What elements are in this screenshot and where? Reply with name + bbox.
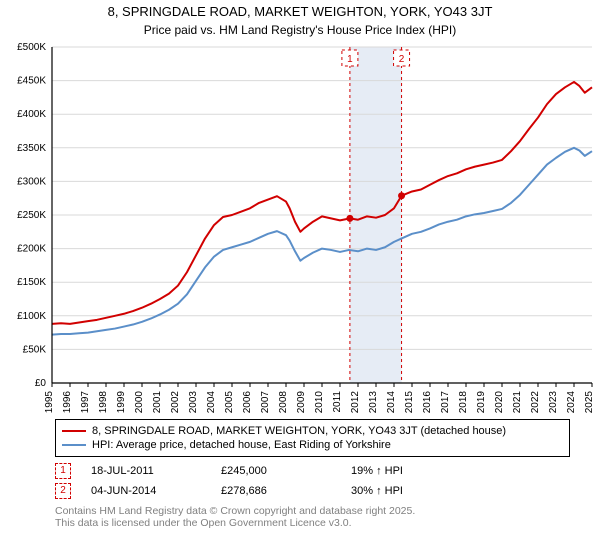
svg-text:2024: 2024 [566, 390, 577, 412]
svg-text:2022: 2022 [530, 390, 541, 412]
marker-row: 2 04-JUN-2014 £278,686 30% ↑ HPI [55, 481, 570, 501]
svg-text:2004: 2004 [206, 390, 217, 412]
legend: 8, SPRINGDALE ROAD, MARKET WEIGHTON, YOR… [55, 419, 570, 457]
chart-subtitle: Price paid vs. HM Land Registry's House … [0, 23, 600, 43]
svg-text:2009: 2009 [296, 390, 307, 412]
svg-text:2010: 2010 [314, 390, 325, 412]
svg-text:£500K: £500K [17, 43, 46, 53]
chart-title: 8, SPRINGDALE ROAD, MARKET WEIGHTON, YOR… [0, 0, 600, 23]
legend-label: 8, SPRINGDALE ROAD, MARKET WEIGHTON, YOR… [92, 425, 506, 437]
svg-text:1999: 1999 [116, 390, 127, 412]
marker-date: 04-JUN-2014 [91, 485, 201, 497]
svg-text:2005: 2005 [224, 390, 235, 412]
svg-text:£250K: £250K [17, 210, 46, 221]
marker-table: 1 18-JUL-2011 £245,000 19% ↑ HPI 2 04-JUN-201… [55, 461, 570, 501]
svg-text:2015: 2015 [404, 390, 415, 412]
svg-text:2018: 2018 [458, 390, 469, 412]
attribution: Contains HM Land Registry data © Crown c… [55, 505, 570, 529]
marker-change: 30% ↑ HPI [351, 485, 461, 497]
legend-swatch [62, 444, 86, 446]
attribution-line1: Contains HM Land Registry data © Crown c… [55, 505, 570, 517]
svg-text:2014: 2014 [386, 390, 397, 412]
svg-text:2008: 2008 [278, 390, 289, 412]
svg-text:£400K: £400K [17, 109, 46, 120]
legend-item: HPI: Average price, detached house, East… [62, 438, 563, 452]
svg-text:1998: 1998 [98, 390, 109, 412]
chart-area: £0 £50K £100K £150K £200K £250K £300K £350K £400… [0, 43, 600, 413]
svg-text:£300K: £300K [17, 176, 46, 187]
svg-text:2003: 2003 [188, 390, 199, 412]
marker-badge: 2 [55, 483, 71, 499]
svg-text:2001: 2001 [152, 390, 163, 412]
legend-swatch [62, 430, 86, 432]
svg-text:£50K: £50K [23, 344, 47, 355]
svg-text:£200K: £200K [17, 243, 46, 254]
svg-text:1: 1 [347, 54, 353, 65]
marker-date: 18-JUL-2011 [91, 465, 201, 477]
svg-text:2017: 2017 [440, 390, 451, 412]
marker-price: £245,000 [221, 465, 331, 477]
svg-text:2007: 2007 [260, 390, 271, 412]
svg-text:£150K: £150K [17, 277, 46, 288]
svg-text:2023: 2023 [548, 390, 559, 412]
svg-text:2011: 2011 [332, 390, 343, 412]
svg-text:1997: 1997 [80, 390, 91, 412]
svg-text:£450K: £450K [17, 75, 46, 86]
svg-text:2: 2 [399, 54, 405, 65]
svg-text:2006: 2006 [242, 390, 253, 412]
svg-text:2012: 2012 [350, 390, 361, 412]
svg-text:1995: 1995 [44, 390, 55, 412]
svg-text:1996: 1996 [62, 390, 73, 412]
line-chart: £0 £50K £100K £150K £200K £250K £300K £350K £400… [0, 43, 600, 413]
marker-badge: 1 [55, 463, 71, 479]
svg-text:2002: 2002 [170, 390, 181, 412]
svg-text:2019: 2019 [476, 390, 487, 412]
legend-label: HPI: Average price, detached house, East… [92, 439, 391, 451]
svg-text:£0: £0 [35, 378, 47, 389]
svg-text:2016: 2016 [422, 390, 433, 412]
svg-text:2000: 2000 [134, 390, 145, 412]
svg-text:2013: 2013 [368, 390, 379, 412]
marker-price: £278,686 [221, 485, 331, 497]
svg-text:2020: 2020 [494, 390, 505, 412]
svg-text:2021: 2021 [512, 390, 523, 412]
marker-row: 1 18-JUL-2011 £245,000 19% ↑ HPI [55, 461, 570, 481]
svg-text:£100K: £100K [17, 311, 46, 322]
legend-item: 8, SPRINGDALE ROAD, MARKET WEIGHTON, YOR… [62, 424, 563, 438]
marker-change: 19% ↑ HPI [351, 465, 461, 477]
svg-text:£350K: £350K [17, 143, 46, 154]
svg-text:2025: 2025 [584, 390, 595, 412]
attribution-line2: This data is licensed under the Open Gov… [55, 517, 570, 529]
